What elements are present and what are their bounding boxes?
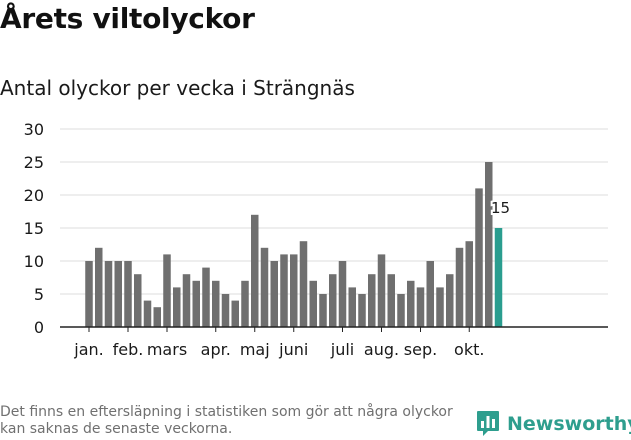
x-tick-label: juli (330, 340, 354, 359)
bar (338, 261, 347, 327)
bar (436, 287, 444, 327)
bar (280, 254, 288, 327)
bar (134, 274, 142, 327)
bar (182, 274, 191, 327)
bar (485, 162, 493, 327)
bar (309, 280, 317, 327)
bar (465, 241, 473, 327)
bar (153, 307, 161, 327)
bar (231, 300, 239, 327)
bar (348, 287, 356, 327)
bar (426, 261, 434, 327)
y-tick-label: 30 (24, 120, 44, 139)
bar (329, 274, 337, 327)
bars (85, 162, 503, 327)
y-tick-label: 10 (24, 252, 44, 271)
x-tick-label: juni (278, 340, 308, 359)
bar (407, 280, 415, 327)
bar (446, 274, 454, 327)
y-tick-label: 20 (24, 186, 44, 205)
bar-current-week (494, 228, 503, 327)
bar (260, 247, 269, 327)
bar-chart: 0 5 10 15 20 25 30 jan. feb. mars apr. maj juni juli a… (24, 120, 608, 359)
chart-subtitle: Antal olyckor per vecka i Strängnäs (0, 76, 355, 100)
bar (104, 261, 113, 327)
bar (95, 247, 103, 327)
bar (416, 287, 425, 327)
bar (124, 261, 132, 327)
chart-title: Årets viltolyckor (0, 2, 255, 35)
bar (387, 274, 395, 327)
bar (143, 300, 152, 327)
bar (192, 280, 200, 327)
x-tick-label: mars (147, 340, 187, 359)
bar (241, 280, 249, 327)
bar (114, 261, 122, 327)
bar (251, 214, 259, 327)
bar (358, 294, 366, 327)
bar (397, 294, 405, 327)
y-tick-label: 5 (34, 285, 44, 304)
current-week-value-label: 15 (491, 199, 510, 217)
x-tick-label: maj (240, 340, 270, 359)
bar (221, 294, 230, 327)
bar (163, 254, 171, 327)
x-tick-label: apr. (201, 340, 231, 359)
x-tick-label: aug. (364, 340, 399, 359)
y-tick-label: 25 (24, 153, 44, 172)
y-tick-label: 0 (34, 318, 44, 337)
bar (270, 261, 278, 327)
bar (202, 267, 210, 327)
newsworthy-logo-icon (477, 411, 499, 436)
bar (368, 274, 376, 327)
bar (475, 188, 483, 327)
bar (319, 294, 327, 327)
y-tick-label: 15 (24, 219, 44, 238)
bar (299, 241, 308, 327)
footnote: Det finns en eftersläpning i statistiken… (0, 404, 453, 437)
bar (377, 254, 386, 327)
x-tick-label: jan. (73, 340, 103, 359)
labels: 0 5 10 15 20 25 30 jan. feb. mars apr. maj juni juli a… (24, 120, 512, 359)
gridlines (60, 128, 608, 295)
x-tick-label: okt. (454, 340, 484, 359)
brand-name: Newsworthy (507, 413, 631, 435)
bar (290, 254, 298, 327)
x-tick-label: sep. (404, 340, 437, 359)
bar (455, 247, 464, 327)
x-axis (60, 326, 608, 332)
bar (173, 287, 181, 327)
newsworthy-logo: Newsworthy (476, 408, 631, 440)
x-tick-label: feb. (113, 340, 144, 359)
bar (85, 261, 93, 327)
bar (212, 280, 220, 327)
